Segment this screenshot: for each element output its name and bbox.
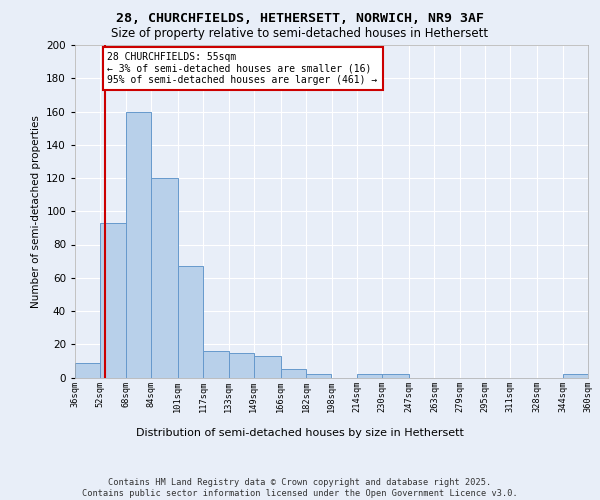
- Bar: [382, 374, 409, 378]
- Bar: [357, 374, 382, 378]
- Text: Contains HM Land Registry data © Crown copyright and database right 2025.
Contai: Contains HM Land Registry data © Crown c…: [82, 478, 518, 498]
- Bar: [306, 374, 331, 378]
- Bar: [151, 178, 178, 378]
- Bar: [178, 266, 203, 378]
- Text: Size of property relative to semi-detached houses in Hethersett: Size of property relative to semi-detach…: [112, 28, 488, 40]
- Bar: [254, 356, 281, 378]
- Text: Distribution of semi-detached houses by size in Hethersett: Distribution of semi-detached houses by …: [136, 428, 464, 438]
- Bar: [563, 374, 588, 378]
- Bar: [100, 223, 125, 378]
- Text: 28, CHURCHFIELDS, HETHERSETT, NORWICH, NR9 3AF: 28, CHURCHFIELDS, HETHERSETT, NORWICH, N…: [116, 12, 484, 26]
- Bar: [281, 369, 306, 378]
- Text: 28 CHURCHFIELDS: 55sqm
← 3% of semi-detached houses are smaller (16)
95% of semi: 28 CHURCHFIELDS: 55sqm ← 3% of semi-deta…: [107, 52, 378, 85]
- Bar: [203, 351, 229, 378]
- Bar: [75, 362, 100, 378]
- Y-axis label: Number of semi-detached properties: Number of semi-detached properties: [31, 115, 41, 308]
- Bar: [229, 352, 254, 378]
- Bar: [125, 112, 151, 378]
